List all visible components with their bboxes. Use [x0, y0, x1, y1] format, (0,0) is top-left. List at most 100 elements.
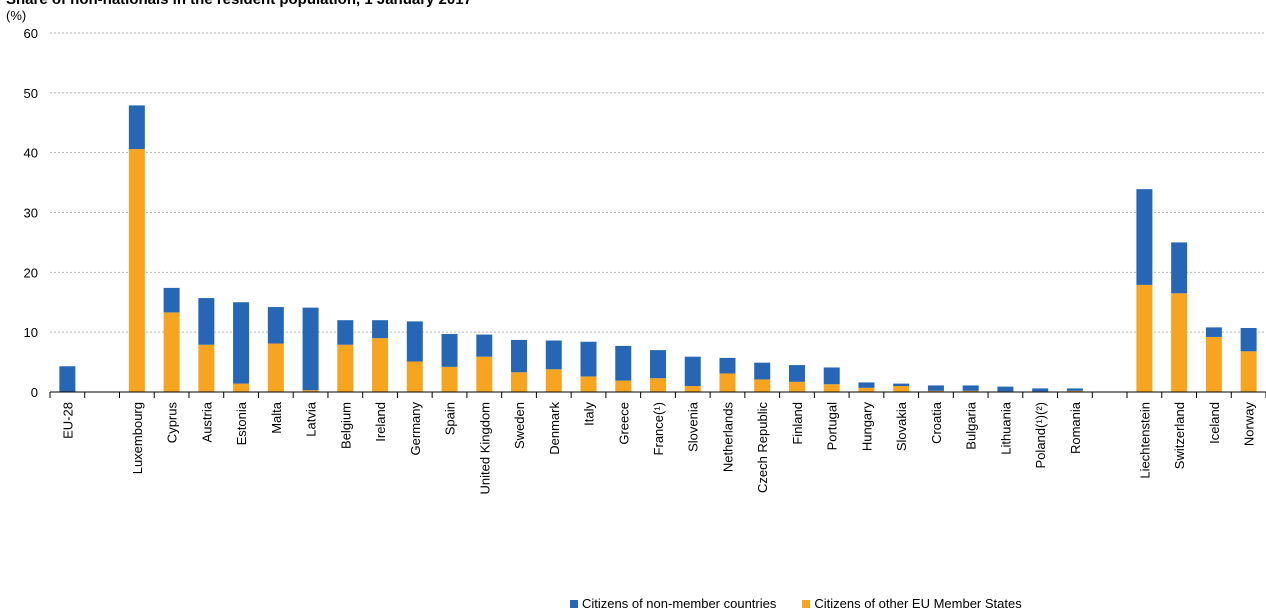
x-tick-label: Slovakia: [894, 401, 909, 451]
legend-swatch-non-member: [570, 599, 578, 608]
bar-eu-citizens: [858, 387, 875, 392]
bar-eu-citizens: [337, 344, 354, 392]
x-tick-label: Czech Republic: [755, 402, 770, 494]
bar-non-member-citizens: [962, 385, 979, 391]
y-tick-label: 50: [24, 86, 38, 101]
bar-eu-citizens: [754, 379, 771, 392]
y-axis-unit: (%): [6, 8, 27, 23]
y-tick-label: 10: [24, 325, 38, 340]
bar-eu-citizens: [580, 376, 597, 392]
bar-eu-citizens: [1066, 390, 1083, 392]
bar-non-member-citizens: [754, 362, 771, 380]
bar-non-member-citizens: [59, 366, 76, 392]
x-tick-label: Malta: [269, 401, 284, 434]
x-tick-label: Latvia: [304, 401, 319, 436]
bar-non-member-citizens: [927, 385, 944, 391]
y-tick-label: 20: [24, 265, 38, 280]
bar-eu-citizens: [476, 356, 493, 392]
bar-non-member-citizens: [1240, 327, 1257, 352]
bar-eu-citizens: [267, 343, 284, 392]
x-tick-label: Poland(¹)(²): [1033, 402, 1048, 468]
bar-eu-citizens: [823, 384, 840, 392]
bar-non-member-citizens: [580, 341, 597, 377]
bar-eu-citizens: [441, 366, 458, 392]
bar-non-member-citizens: [1171, 242, 1188, 294]
x-tick-label: Greece: [616, 402, 631, 445]
bar-eu-citizens: [1171, 293, 1188, 392]
x-tick-label: Ireland: [373, 402, 388, 442]
bar-eu-citizens: [719, 373, 736, 392]
bar-non-member-citizens: [441, 333, 458, 367]
x-tick-label: Luxembourg: [130, 402, 145, 474]
bar-non-member-citizens: [823, 367, 840, 385]
bar-eu-citizens: [1240, 351, 1257, 392]
bar-eu-citizens: [650, 378, 666, 392]
x-tick-label: Finland: [790, 402, 805, 445]
bar-eu-citizens: [372, 338, 389, 392]
x-tick-label: Croatia: [929, 401, 944, 444]
bar-eu-citizens: [545, 369, 562, 392]
x-tick-label: Germany: [408, 402, 423, 456]
x-tick-label: Romania: [1068, 401, 1083, 454]
bar-eu-citizens: [198, 344, 215, 392]
y-tick-label: 0: [31, 385, 38, 400]
x-tick-label: Cyprus: [165, 402, 180, 444]
x-tick-label: France(¹): [651, 402, 666, 455]
bar-non-member-citizens: [650, 350, 666, 379]
legend-swatch-eu: [802, 599, 811, 608]
x-tick-label: Sweden: [512, 402, 527, 449]
y-tick-label: 40: [24, 146, 38, 161]
bar-non-member-citizens: [858, 382, 875, 388]
x-tick-label: Liechtenstein: [1137, 402, 1152, 479]
bar-eu-citizens: [233, 383, 250, 392]
bar-non-member-citizens: [267, 307, 284, 344]
bar-non-member-citizens: [615, 345, 632, 381]
bar-eu-citizens: [1136, 284, 1153, 392]
bar-non-member-citizens: [511, 339, 528, 373]
bar-non-member-citizens: [893, 383, 910, 387]
bar-eu-citizens: [302, 390, 319, 392]
x-tick-label: Portugal: [825, 402, 840, 451]
bar-non-member-citizens: [302, 307, 319, 391]
bar-non-member-citizens: [128, 105, 145, 150]
bar-eu-citizens: [962, 390, 979, 392]
bar-non-member-citizens: [372, 320, 389, 339]
x-tick-label: Austria: [199, 401, 214, 442]
bar-non-member-citizens: [337, 320, 354, 345]
legend-item-non-member: Citizens of non-member countries: [570, 596, 776, 611]
bar-eu-citizens: [511, 372, 528, 392]
x-tick-label: Lithuania: [998, 401, 1013, 455]
bar-non-member-citizens: [406, 321, 423, 362]
bar-eu-citizens: [406, 361, 423, 392]
bar-non-member-citizens: [1136, 189, 1153, 285]
legend-label-non-member: Citizens of non-member countries: [582, 596, 777, 611]
x-tick-label: Spain: [443, 402, 458, 435]
bar-eu-citizens: [128, 149, 145, 392]
x-tick-label: Italy: [582, 402, 597, 426]
bar-non-member-citizens: [719, 357, 736, 374]
x-tick-label: Netherlands: [720, 402, 735, 473]
x-tick-label: Estonia: [234, 401, 249, 445]
bar-eu-citizens: [788, 381, 805, 392]
x-tick-label: Slovenia: [686, 401, 701, 452]
x-tick-label: United Kingdom: [477, 402, 492, 495]
bar-non-member-citizens: [163, 287, 180, 313]
chart-title: Share of non-nationals in the resident p…: [6, 0, 472, 8]
bar-non-member-citizens: [684, 356, 701, 387]
y-tick-label: 60: [24, 26, 38, 41]
bar-non-member-citizens: [1032, 388, 1049, 392]
bar-eu-citizens: [163, 312, 180, 392]
bar-non-member-citizens: [788, 365, 805, 382]
x-tick-label: Denmark: [547, 402, 562, 455]
x-tick-label: Iceland: [1207, 402, 1222, 444]
x-tick-label: Bulgaria: [964, 401, 979, 449]
bar-eu-citizens: [684, 386, 701, 392]
x-tick-label: Belgium: [338, 402, 353, 449]
legend-label-eu: Citizens of other EU Member States: [814, 596, 1022, 611]
x-tick-label: Switzerland: [1172, 402, 1187, 469]
bar-non-member-citizens: [997, 386, 1014, 392]
bar-eu-citizens: [615, 380, 632, 392]
x-tick-label: Hungary: [859, 402, 874, 452]
bar-non-member-citizens: [233, 302, 250, 384]
